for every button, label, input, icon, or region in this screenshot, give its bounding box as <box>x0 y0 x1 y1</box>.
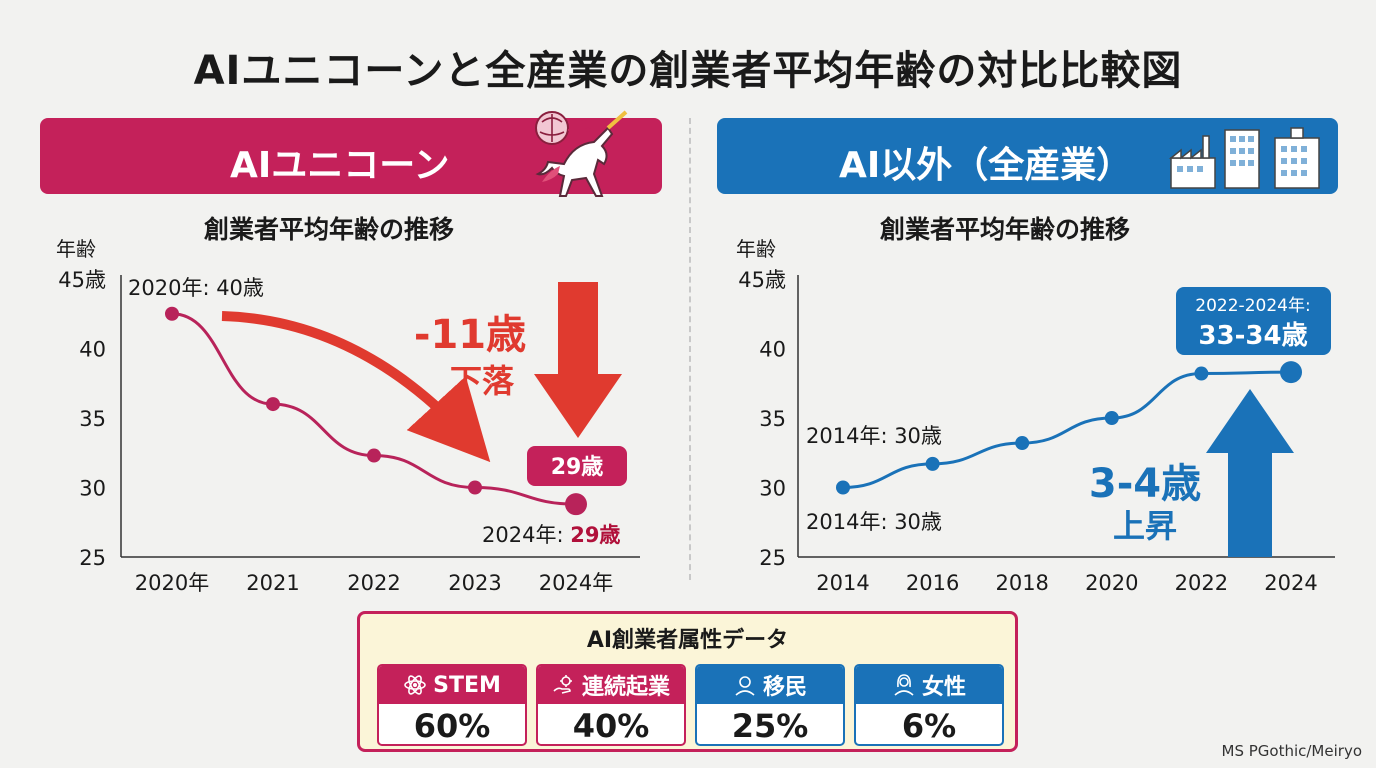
other-ytick-label: 25 <box>759 546 786 570</box>
ai-xtick-label: 2024年 <box>539 571 613 595</box>
woman-icon <box>894 674 914 696</box>
ai-unicorn-header-label: AIユニコーン <box>230 145 450 186</box>
charts-svg: 年齢 45歳 40 35 30 25 2020年 2021 2022 2023 2024年 -1… <box>56 237 1335 595</box>
other-ylabel: 年齢 <box>736 237 776 261</box>
other-chart-title: 創業者平均年齢の推移 <box>880 215 1131 244</box>
other-badge-line2: 33-34歳 <box>1198 321 1307 351</box>
other-ytick-label: 40 <box>759 338 786 362</box>
other-ytick-label: 45歳 <box>738 268 786 292</box>
buildings-icon <box>1168 127 1320 189</box>
ai-ytick-label: 25 <box>79 546 106 570</box>
ai-end-label: 2024年: 29歳 <box>482 523 620 547</box>
other-badge <box>1176 287 1331 355</box>
ai-down-arrow <box>534 282 622 438</box>
ai-xtick-label: 2020年 <box>135 571 209 595</box>
other-xtick-label: 2018 <box>995 571 1048 595</box>
attribute-panel: AI創業者属性データ STEM 60% 連続起業 40% 移民 25% 女性 6… <box>357 611 1018 752</box>
ai-ylabel: 年齢 <box>56 237 96 261</box>
other-data-point <box>1280 361 1302 384</box>
other-xtick-label: 2022 <box>1175 571 1228 595</box>
attr-label-stem: STEM <box>433 672 501 698</box>
ai-trend-arrow <box>221 311 491 463</box>
ai-ytick-label: 45歳 <box>58 268 106 292</box>
other-data-point <box>1194 366 1209 381</box>
attribute-panel-title: AI創業者属性データ <box>586 628 789 653</box>
other-change-word: 上昇 <box>1113 507 1177 545</box>
other-ytick-label: 30 <box>759 477 786 501</box>
ai-end-badge <box>527 446 627 486</box>
panel-divider <box>689 118 691 580</box>
attr-card-female: 女性 6% <box>854 664 1004 746</box>
ai-xtick-label: 2021 <box>246 571 299 595</box>
other-up-arrow <box>1206 389 1294 557</box>
other-data-point <box>836 480 850 495</box>
attr-card-serial: 連続起業 40% <box>536 664 686 746</box>
other-xtick-label: 2020 <box>1085 571 1138 595</box>
other-upper-label: 2014年: 30歳 <box>806 424 942 448</box>
attr-card-stem: STEM 60% <box>377 664 527 746</box>
attr-value-immigrant: 25% <box>731 707 809 745</box>
attr-card-immigrant: 移民 25% <box>695 664 845 746</box>
ai-chart-title: 創業者平均年齢の推移 <box>204 215 455 244</box>
ai-end-badge-label: 29歳 <box>551 455 604 480</box>
ai-data-point <box>565 493 587 516</box>
unicorn-icon <box>535 110 628 197</box>
ai-series-line <box>171 312 577 506</box>
other-data-point <box>1015 436 1030 451</box>
person-icon <box>735 676 755 696</box>
attr-label-immigrant: 移民 <box>762 675 807 700</box>
other-data-point <box>925 456 940 471</box>
other-lower-label: 2014年: 30歳 <box>806 510 942 534</box>
ai-data-point <box>266 397 280 412</box>
footnote: MS PGothic/Meiryo <box>1221 742 1363 760</box>
ai-chart: 年齢 45歳 40 35 30 25 2020年 2021 2022 2023 2024年 -1… <box>56 237 640 595</box>
ai-xtick-label: 2023 <box>448 571 501 595</box>
ai-data-point <box>468 480 482 495</box>
ai-start-label: 2020年: 40歳 <box>128 276 264 300</box>
other-xtick-label: 2014 <box>816 571 869 595</box>
ai-unicorn-header: AIユニコーン <box>40 110 662 197</box>
hand-gear-icon <box>553 675 572 694</box>
ai-xtick-label: 2022 <box>347 571 400 595</box>
ai-ytick-label: 40 <box>79 338 106 362</box>
attr-label-serial: 連続起業 <box>581 675 670 700</box>
other-change-value: 3-4歳 <box>1089 461 1201 507</box>
other-ytick-label: 35 <box>759 407 786 431</box>
ai-change-word: 下落 <box>450 362 515 400</box>
ai-ytick-label: 30 <box>79 477 106 501</box>
other-xtick-label: 2016 <box>906 571 959 595</box>
ai-change-value: -11歳 <box>414 312 526 358</box>
other-badge-line1: 2022-2024年: <box>1195 296 1310 316</box>
attr-label-female: 女性 <box>921 675 966 700</box>
ai-data-point <box>165 306 179 321</box>
ai-ytick-label: 35 <box>79 407 106 431</box>
atom-icon <box>404 675 426 695</box>
page-title: AIユニコーンと全産業の創業者平均年齢の対比比較図 <box>193 48 1183 94</box>
attr-value-female: 6% <box>901 707 957 745</box>
other-data-point <box>1104 411 1119 425</box>
ai-data-point <box>367 448 381 463</box>
all-industry-header: AI以外（全産業） <box>717 118 1338 194</box>
attr-value-stem: 60% <box>413 707 491 745</box>
attr-value-serial: 40% <box>572 707 650 745</box>
other-xtick-label: 2024 <box>1264 571 1317 595</box>
all-industry-header-label: AI以外（全産業） <box>839 145 1133 186</box>
